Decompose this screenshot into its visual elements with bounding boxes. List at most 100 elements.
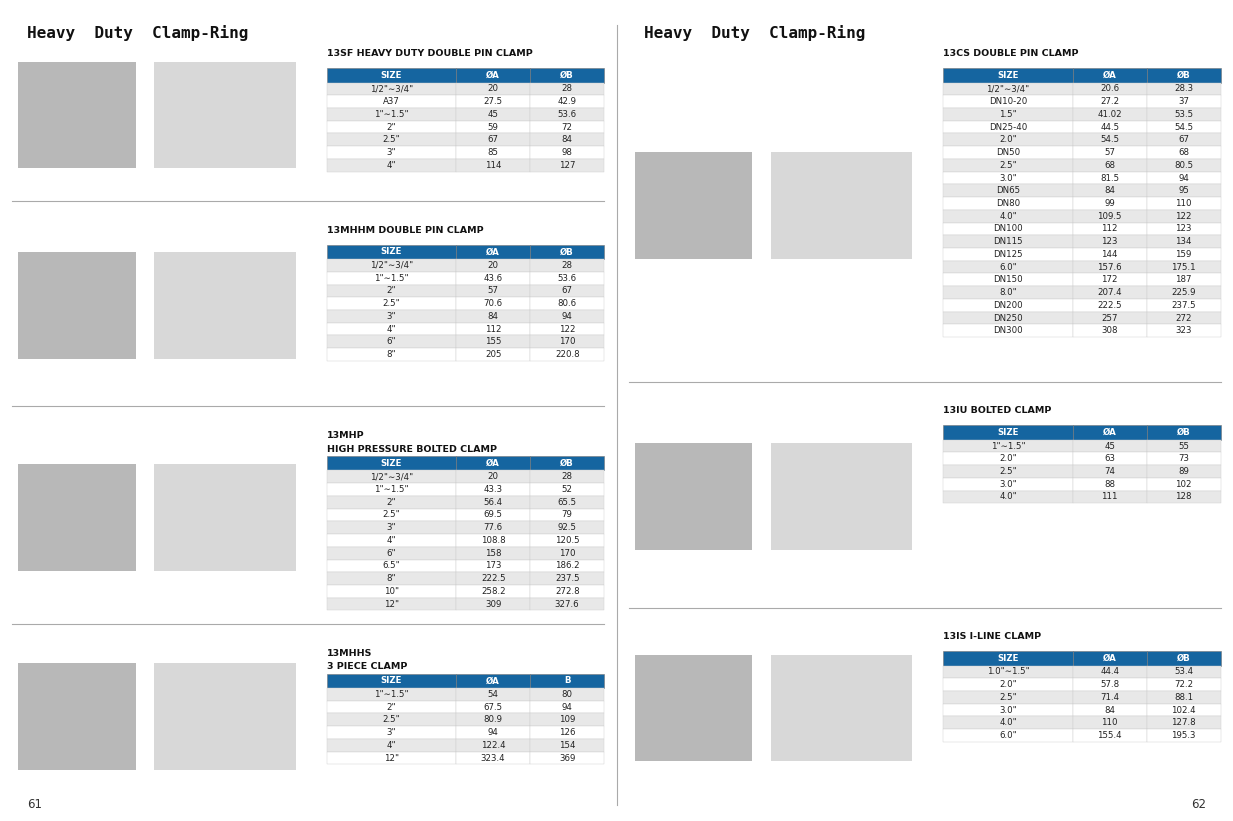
Text: 114: 114 (485, 161, 502, 170)
Text: 172: 172 (1101, 275, 1118, 284)
Bar (456, 470, 530, 484)
Bar (456, 509, 530, 521)
Bar (456, 336, 530, 348)
Text: 6.0": 6.0" (999, 263, 1017, 272)
Text: 237.5: 237.5 (555, 574, 580, 583)
Bar (1147, 491, 1221, 503)
Bar (1073, 666, 1147, 678)
Text: 53.6: 53.6 (557, 110, 577, 119)
Bar (456, 496, 530, 509)
Text: ØA: ØA (486, 677, 501, 686)
Text: 3": 3" (387, 148, 396, 157)
Bar (456, 727, 530, 739)
Bar (530, 572, 604, 585)
Bar (943, 704, 1073, 717)
Text: DN65: DN65 (996, 186, 1020, 195)
Bar (1147, 478, 1221, 491)
Text: 122: 122 (1175, 212, 1192, 221)
Text: ØB: ØB (1176, 654, 1191, 663)
Text: 28: 28 (562, 85, 572, 94)
Text: 13MHHM DOUBLE PIN CLAMP: 13MHHM DOUBLE PIN CLAMP (327, 226, 483, 235)
Text: 4": 4" (387, 324, 396, 333)
Bar (1073, 729, 1147, 742)
Bar (943, 491, 1073, 503)
Text: SIZE: SIZE (381, 71, 402, 80)
Bar (943, 466, 1073, 478)
Bar (327, 134, 456, 146)
Text: 95: 95 (1179, 186, 1189, 195)
Text: 74: 74 (1105, 467, 1115, 476)
Text: 258.2: 258.2 (481, 587, 506, 596)
Bar (456, 585, 530, 598)
Text: 28: 28 (562, 472, 572, 481)
Bar (456, 713, 530, 727)
Text: 159: 159 (1175, 250, 1192, 259)
Text: 94: 94 (1179, 173, 1189, 182)
Bar (530, 484, 604, 496)
Text: 80.5: 80.5 (1174, 161, 1194, 170)
Text: 220.8: 220.8 (555, 350, 580, 359)
Text: 41.02: 41.02 (1097, 110, 1122, 119)
Bar (943, 83, 1073, 95)
Text: 3.0": 3.0" (999, 479, 1017, 488)
Text: 126: 126 (559, 728, 576, 737)
Bar (327, 245, 456, 259)
Bar (1073, 236, 1147, 248)
Text: 65.5: 65.5 (557, 498, 577, 507)
Text: DN300: DN300 (993, 326, 1023, 335)
Bar (771, 443, 912, 550)
Bar (1147, 440, 1221, 452)
Text: 1.5": 1.5" (999, 110, 1017, 119)
Text: 28.3: 28.3 (1174, 85, 1194, 94)
Text: 237.5: 237.5 (1171, 300, 1196, 310)
Text: 45: 45 (1105, 442, 1115, 451)
Text: SIZE: SIZE (381, 459, 402, 468)
Bar (327, 585, 456, 598)
Text: 1"∼1.5": 1"∼1.5" (990, 442, 1026, 451)
Bar (456, 310, 530, 323)
Text: 94: 94 (562, 703, 572, 712)
Text: ØB: ØB (1176, 71, 1191, 80)
Text: 13SF HEAVY DUTY DOUBLE PIN CLAMP: 13SF HEAVY DUTY DOUBLE PIN CLAMP (327, 49, 533, 58)
Text: 44.5: 44.5 (1100, 122, 1120, 131)
Text: 154: 154 (559, 741, 576, 750)
Bar (327, 598, 456, 611)
Text: 4": 4" (387, 161, 396, 170)
Bar (327, 259, 456, 272)
Bar (327, 688, 456, 701)
Bar (1073, 478, 1147, 491)
Text: 67.5: 67.5 (483, 703, 503, 712)
Text: 109.5: 109.5 (1097, 212, 1122, 221)
Bar (1147, 312, 1221, 324)
Bar (327, 484, 456, 496)
Bar (1147, 159, 1221, 172)
Bar (1073, 425, 1147, 440)
Bar (1147, 197, 1221, 210)
Bar (456, 598, 530, 611)
Text: 128: 128 (1175, 493, 1192, 502)
Text: 57: 57 (488, 287, 498, 296)
Text: 80.6: 80.6 (557, 299, 577, 308)
Text: 123: 123 (1101, 237, 1118, 246)
Text: 73: 73 (1179, 454, 1189, 463)
Bar (943, 68, 1073, 83)
Bar (530, 509, 604, 521)
Text: 112: 112 (485, 324, 502, 333)
Bar (530, 285, 604, 297)
Bar (18, 663, 136, 770)
Bar (456, 159, 530, 172)
Text: 127.8: 127.8 (1171, 718, 1196, 727)
Bar (943, 185, 1073, 197)
Bar (1147, 273, 1221, 287)
Bar (530, 534, 604, 547)
Text: 10": 10" (383, 587, 399, 596)
Bar (530, 752, 604, 764)
Text: 79: 79 (562, 511, 572, 520)
Bar (456, 348, 530, 361)
Text: 53.6: 53.6 (557, 273, 577, 282)
Text: 69.5: 69.5 (483, 511, 503, 520)
Bar (1147, 691, 1221, 704)
Bar (943, 210, 1073, 222)
Text: 4.0": 4.0" (999, 212, 1017, 221)
Text: ØB: ØB (560, 247, 575, 256)
